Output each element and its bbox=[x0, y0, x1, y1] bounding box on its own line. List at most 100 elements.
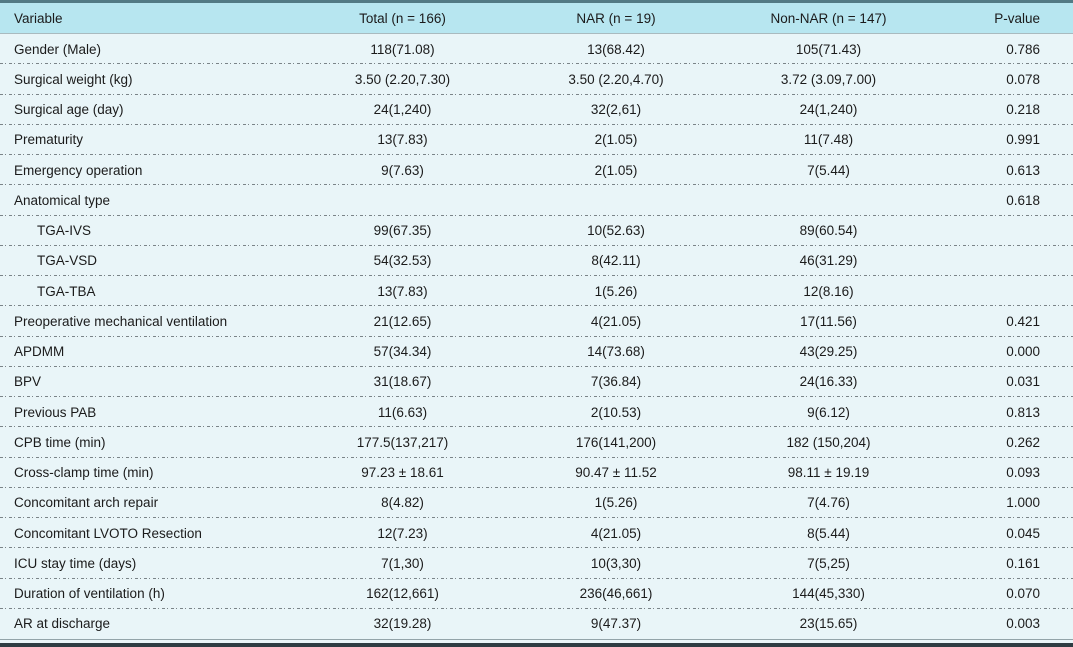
row-variable-label: APDMM bbox=[14, 344, 65, 360]
row-value: 0.262 bbox=[1006, 434, 1040, 450]
row-variable-label: BPV bbox=[14, 374, 42, 390]
row-value: 54(32.53) bbox=[373, 253, 432, 269]
row-value: 144(45,330) bbox=[792, 586, 865, 602]
row-value: 0.070 bbox=[1006, 586, 1040, 602]
table-row: Preoperative mechanical ventilation 21(12… bbox=[0, 306, 1073, 337]
row-value: 182 (150,204) bbox=[786, 434, 871, 450]
column-header-non-nar: Non-NAR (n = 147) bbox=[770, 10, 887, 26]
row-value: 0.000 bbox=[1006, 344, 1040, 360]
row-value: 32(19.28) bbox=[373, 616, 432, 632]
row-variable-label: ICU stay time (days) bbox=[14, 555, 137, 571]
row-value: 46(31.29) bbox=[799, 253, 858, 269]
row-value: 21(12.65) bbox=[373, 313, 432, 329]
row-variable-label: Concomitant LVOTO Resection bbox=[14, 525, 202, 541]
row-value: 236(46,661) bbox=[579, 586, 653, 602]
row-variable-label: Concomitant arch repair bbox=[14, 495, 159, 511]
row-variable-label: CPB time (min) bbox=[14, 434, 106, 450]
row-value: 0.618 bbox=[1006, 192, 1040, 208]
row-value: 2(1.05) bbox=[594, 132, 638, 148]
row-value: 90.47 ± 11.52 bbox=[575, 465, 657, 481]
row-variable-label: Prematurity bbox=[14, 132, 84, 148]
table-body: Gender (Male) 118(71.08) 13(68.42) 105(71.4… bbox=[0, 34, 1073, 639]
row-value: 105(71.43) bbox=[795, 41, 862, 57]
column-header-variable: Variable bbox=[14, 10, 63, 26]
row-value: 99(67.35) bbox=[373, 223, 432, 239]
row-value: 9(7.63) bbox=[381, 162, 424, 178]
row-variable-label: Gender (Male) bbox=[14, 41, 102, 57]
row-value: 0.093 bbox=[1006, 465, 1040, 481]
table-row: TGA-IVS 99(67.35) 10(52.63) 89(60.54) bbox=[0, 215, 1073, 247]
table-row: ICU stay time (days) 7(1,30) 10(3,30) 7(5,2… bbox=[0, 548, 1073, 579]
row-value: 2(10.53) bbox=[590, 404, 642, 420]
row-value: 3.50 (2.20,4.70) bbox=[568, 71, 664, 87]
row-value: 4(21.05) bbox=[590, 313, 642, 329]
row-value: 10(3,30) bbox=[590, 555, 642, 571]
table-row: Duration of ventilation (h) 162(12,661) 23… bbox=[0, 578, 1073, 610]
row-value: 8(5.44) bbox=[807, 525, 850, 541]
row-value: 23(15.65) bbox=[799, 616, 858, 632]
row-value: 1(5.26) bbox=[594, 495, 638, 511]
table-row: TGA-TBA 13(7.83) 1(5.26) 12(8.16) bbox=[0, 276, 1073, 307]
table-row: Surgical weight (kg) 3.50 (2.20,7.30) 3.50… bbox=[0, 64, 1073, 95]
row-value: 14(73.68) bbox=[587, 344, 645, 360]
row-variable-label: Anatomical type bbox=[14, 192, 111, 208]
row-value: 10(52.63) bbox=[587, 223, 645, 239]
row-value: 24(16.33) bbox=[799, 374, 858, 390]
row-value: 8(4.82) bbox=[381, 495, 424, 511]
table-row: Anatomical type 0.618 bbox=[0, 185, 1073, 216]
row-variable-label: Previous PAB bbox=[14, 404, 97, 420]
row-variable-label: Duration of ventilation (h) bbox=[14, 586, 165, 602]
row-value: 1.000 bbox=[1006, 495, 1040, 511]
row-value: 24(1,240) bbox=[799, 102, 858, 118]
table-row: Concomitant LVOTO Resection 12(7.23) 4(21.… bbox=[0, 518, 1073, 549]
row-variable-label: AR at discharge bbox=[14, 616, 111, 632]
row-variable-label: TGA-IVS bbox=[37, 223, 92, 239]
table-row: Surgical age (day) 24(1,240) 32(2,61) 24(1,… bbox=[0, 94, 1073, 126]
row-variable-label: TGA-TBA bbox=[37, 283, 96, 299]
table-row: AR at discharge 32(19.28) 9(47.37) 23(15.65… bbox=[0, 608, 1073, 639]
row-value: 2(1.05) bbox=[594, 162, 638, 178]
row-value: 57(34.34) bbox=[373, 344, 432, 360]
row-value: 0.003 bbox=[1006, 616, 1040, 632]
row-variable-label: TGA-VSD bbox=[37, 253, 98, 269]
table-row: Previous PAB 11(6.63) 2(10.53) 9(6.12) 0.813 bbox=[0, 397, 1073, 428]
row-value: 11(6.63) bbox=[377, 404, 428, 420]
row-value: 3.72 (3.09,7.00) bbox=[780, 71, 877, 87]
table-row: BPV 31(18.67) 7(36.84) 24(16.33) 0.031 bbox=[0, 366, 1073, 398]
table-row: TGA-VSD 54(32.53) 8(42.11) 46(31.29) bbox=[0, 245, 1073, 277]
row-value: 0.031 bbox=[1006, 374, 1040, 390]
table-row: Emergency operation 9(7.63) 2(1.05) 7(5.44)… bbox=[0, 155, 1073, 186]
row-value: 0.786 bbox=[1006, 41, 1040, 57]
table-row: CPB time (min) 177.5(137,217) 176(141,200)… bbox=[0, 427, 1073, 458]
row-variable-label: Surgical age (day) bbox=[14, 102, 124, 118]
row-value: 0.078 bbox=[1006, 71, 1040, 87]
row-value: 0.813 bbox=[1006, 404, 1040, 420]
column-header-nar: NAR (n = 19) bbox=[576, 10, 656, 26]
row-value: 9(6.12) bbox=[807, 404, 850, 420]
table-header-row: Variable Total (n = 166) NAR (n = 19) No… bbox=[0, 3, 1073, 34]
row-variable-label: Emergency operation bbox=[14, 162, 143, 178]
row-value: 118(71.08) bbox=[370, 41, 435, 57]
row-value: 7(36.84) bbox=[590, 374, 642, 390]
row-value: 0.421 bbox=[1006, 313, 1040, 329]
row-variable-label: Preoperative mechanical ventilation bbox=[14, 313, 228, 329]
table-row: Concomitant arch repair 8(4.82) 1(5.26) 7(4… bbox=[0, 487, 1073, 519]
row-value: 162(12,661) bbox=[366, 586, 439, 602]
row-variable-label: Surgical weight (kg) bbox=[14, 71, 133, 87]
table-row: Cross-clamp time (min) 97.23 ± 18.61 90.47… bbox=[0, 457, 1073, 489]
row-value: 89(60.54) bbox=[799, 223, 858, 239]
row-value: 8(42.11) bbox=[591, 253, 641, 269]
row-value: 7(4.76) bbox=[807, 495, 850, 511]
row-value: 13(68.42) bbox=[587, 41, 645, 57]
column-header-total: Total (n = 166) bbox=[359, 10, 446, 26]
row-value: 0.613 bbox=[1006, 162, 1040, 178]
row-value: 7(5,25) bbox=[807, 555, 850, 571]
row-value: 7(5.44) bbox=[807, 162, 850, 178]
row-value: 0.218 bbox=[1006, 102, 1040, 118]
row-value: 24(1,240) bbox=[373, 102, 432, 118]
row-value: 177.5(137,217) bbox=[356, 434, 449, 450]
row-value: 3.50 (2.20,7.30) bbox=[354, 71, 451, 87]
row-value: 12(7.23) bbox=[377, 525, 428, 541]
row-value: 12(8.16) bbox=[803, 283, 854, 299]
